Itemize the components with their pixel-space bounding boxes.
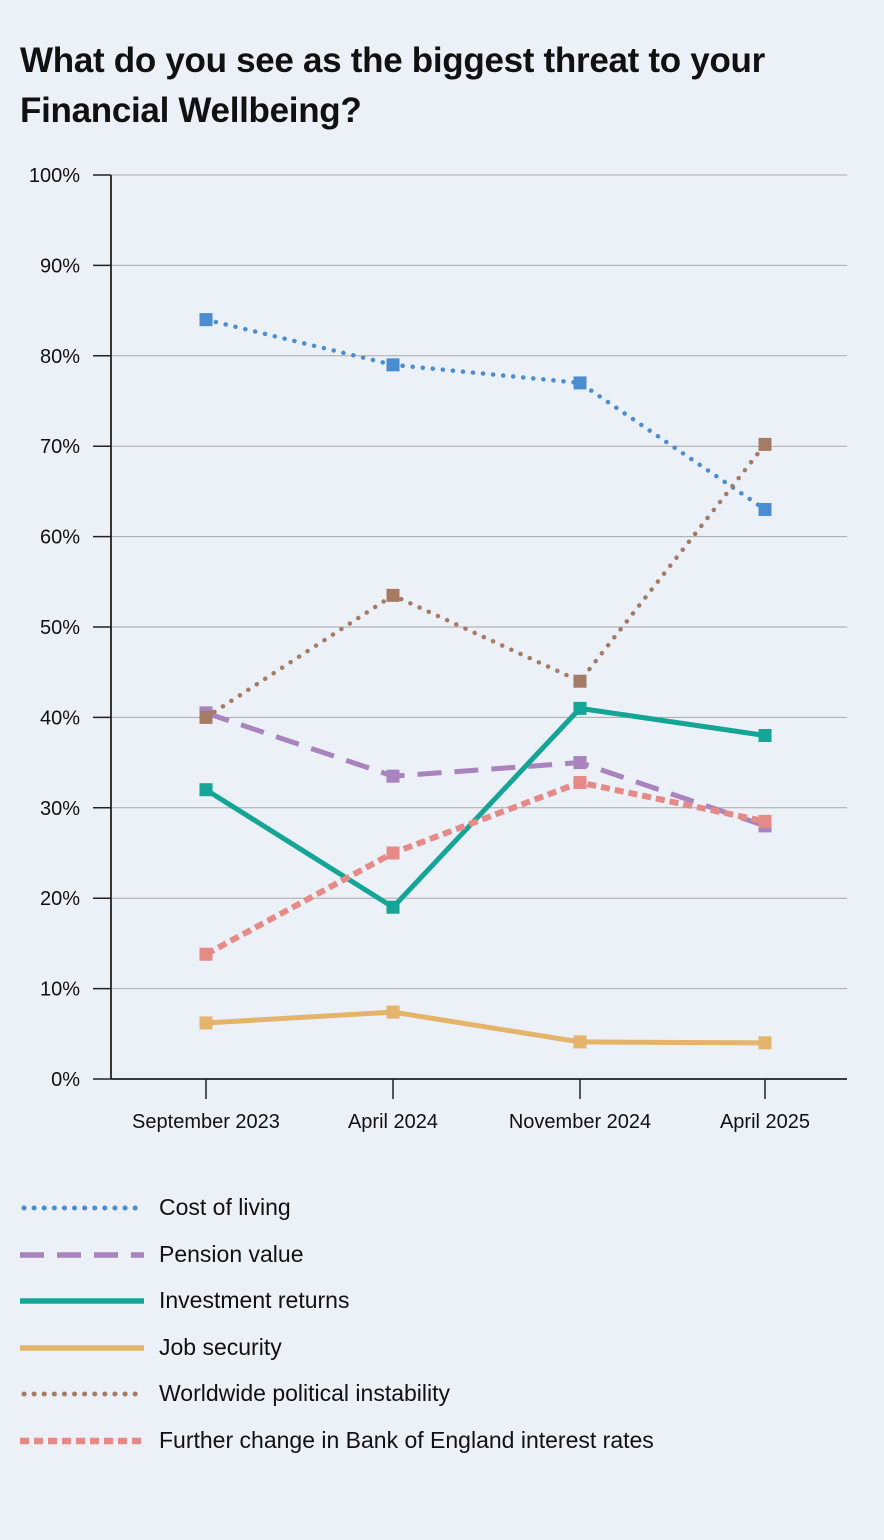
y-tick-label: 50%: [40, 617, 80, 639]
data-point-investment-returns: [386, 900, 400, 914]
y-tick-label: 20%: [40, 888, 80, 910]
chart-title-line-2: Financial Wellbeing?: [20, 91, 362, 130]
x-tick-label: April 2025: [720, 1111, 810, 1133]
gridlines: [111, 174, 847, 990]
data-point-cost-of-living: [573, 376, 587, 390]
legend-swatch: [20, 1298, 144, 1304]
data-point-further-change-in-bank-of-england-interest-rates: [199, 947, 213, 961]
data-markers: [199, 313, 772, 1050]
axes: 0% 10% 20% 30% 40% 50% 60% 70% 80% 90% 100% Septemb…: [29, 165, 847, 1133]
data-point-pension-value: [386, 769, 400, 783]
data-point-further-change-in-bank-of-england-interest-rates: [758, 814, 772, 828]
legend-swatch: [21, 1205, 143, 1211]
data-point-cost-of-living: [199, 313, 213, 327]
chart-title-line-1: What do you see as the biggest threat to…: [20, 41, 765, 80]
data-point-further-change-in-bank-of-england-interest-rates: [386, 846, 400, 860]
legend-item: Cost of living: [20, 1186, 860, 1233]
y-tick-label: 100%: [29, 165, 80, 187]
data-point-job-security: [758, 1036, 772, 1050]
data-point-worldwide-political-instability: [199, 710, 213, 724]
legend-swatch: [20, 1344, 144, 1351]
legend-swatch: [20, 1437, 144, 1444]
legend-item: Job security: [20, 1326, 860, 1373]
data-point-worldwide-political-instability: [386, 588, 400, 602]
data-point-cost-of-living: [386, 358, 400, 372]
legend: Cost of living Pension value Investment re…: [20, 1186, 860, 1465]
x-tick-label: April 2024: [348, 1111, 438, 1133]
data-point-investment-returns: [573, 701, 587, 715]
series-line-worldwide-political-instability: [203, 442, 768, 720]
series-line-cost-of-living: [203, 317, 768, 512]
legend-label: Cost of living: [159, 1194, 291, 1220]
series-line-job-security: [205, 1009, 766, 1046]
y-tick-label: 70%: [40, 436, 80, 458]
legend-item: Further change in Bank of England intere…: [20, 1419, 860, 1466]
y-tick-label: 90%: [40, 255, 80, 277]
y-tick-label: 10%: [40, 979, 80, 1001]
y-tick-label: 80%: [40, 346, 80, 368]
line-chart: 0% 10% 20% 30% 40% 50% 60% 70% 80% 90% 100% Septemb…: [29, 165, 847, 1133]
data-point-job-security: [386, 1005, 400, 1019]
data-point-cost-of-living: [758, 502, 772, 516]
x-tick-label: November 2024: [509, 1111, 651, 1133]
y-tick-label: 0%: [51, 1069, 80, 1091]
legend-item: Pension value: [20, 1233, 860, 1280]
y-tick-label: 40%: [40, 707, 80, 729]
data-point-job-security: [573, 1035, 587, 1049]
legend-label: Investment returns: [159, 1287, 350, 1313]
legend-label: Job security: [159, 1333, 282, 1360]
series-line-pension-value: [205, 710, 766, 829]
data-point-worldwide-political-instability: [758, 437, 772, 451]
data-point-worldwide-political-instability: [573, 674, 587, 688]
series-line-further-change-in-bank-of-england-interest-rates: [204, 779, 766, 957]
legend-label: Further change in Bank of England intere…: [159, 1426, 654, 1453]
legend-label: Worldwide political instability: [159, 1380, 451, 1406]
legend-item: Investment returns: [20, 1279, 860, 1326]
series-line-investment-returns: [204, 705, 766, 910]
legend-item: Worldwide political instability: [20, 1372, 860, 1419]
chart-title: What do you see as the biggest threat to…: [20, 36, 860, 136]
data-point-job-security: [199, 1016, 213, 1030]
x-tick-label: September 2023: [132, 1111, 280, 1133]
data-point-investment-returns: [758, 728, 772, 742]
series-lines: [203, 317, 768, 1046]
legend-swatch: [21, 1391, 143, 1397]
data-point-investment-returns: [199, 783, 213, 797]
data-point-pension-value: [573, 756, 587, 770]
data-point-further-change-in-bank-of-england-interest-rates: [573, 775, 587, 789]
y-tick-label: 60%: [40, 527, 80, 549]
y-tick-label: 30%: [40, 798, 80, 820]
legend-swatch: [20, 1251, 144, 1258]
legend-label: Pension value: [159, 1240, 304, 1267]
